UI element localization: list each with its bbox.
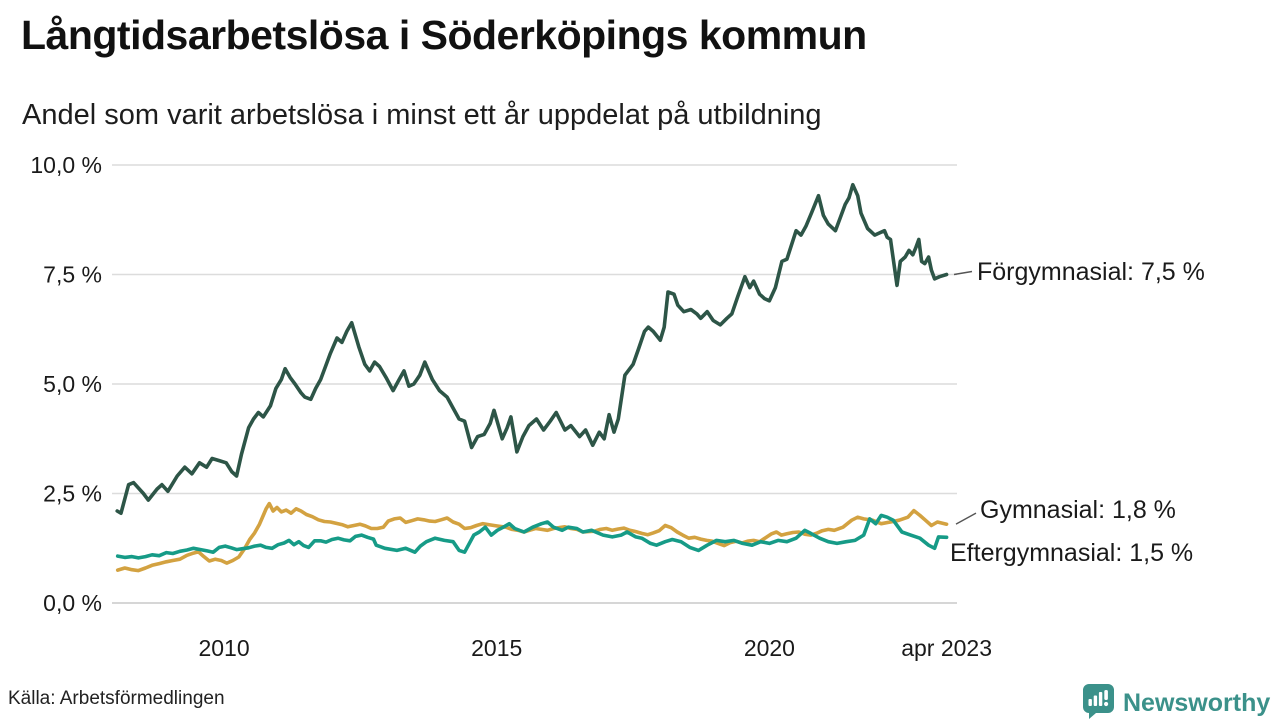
- end-label-förgymnasial: Förgymnasial: 7,5 %: [977, 257, 1205, 286]
- y-axis-tick-label: 0,0 %: [43, 590, 102, 616]
- label-connector: [955, 512, 977, 525]
- y-axis-tick-label: 10,0 %: [30, 152, 102, 178]
- brand-name: Newsworthy: [1123, 689, 1271, 717]
- x-axis-tick-label: 2010: [198, 635, 249, 661]
- y-axis-tick-label: 5,0 %: [43, 371, 102, 397]
- series-line-eftergymnasial: [115, 513, 949, 560]
- source-note: Källa: Arbetsförmedlingen: [8, 688, 225, 709]
- label-connector: [953, 270, 973, 276]
- chart-subtitle: Andel som varit arbetslösa i minst ett å…: [22, 99, 822, 131]
- series-line-förgymnasial: [115, 182, 949, 515]
- newsworthy-logo: Newsworthy: [1082, 683, 1270, 724]
- x-axis-tick-label: apr 2023: [901, 635, 992, 661]
- page-title: Långtidsarbetslösa i Söderköpings kommun: [21, 12, 867, 58]
- x-axis-tick-label: 2015: [471, 635, 522, 661]
- y-axis-tick-label: 7,5 %: [43, 262, 102, 288]
- series-line-gymnasial: [115, 501, 949, 573]
- y-axis-tick-label: 2,5 %: [43, 481, 102, 507]
- bar-chart-speech-bubble-icon: [1082, 683, 1115, 724]
- end-label-eftergymnasial: Eftergymnasial: 1,5 %: [950, 539, 1194, 568]
- end-label-gymnasial: Gymnasial: 1,8 %: [980, 496, 1176, 525]
- x-axis-tick-label: 2020: [744, 635, 795, 661]
